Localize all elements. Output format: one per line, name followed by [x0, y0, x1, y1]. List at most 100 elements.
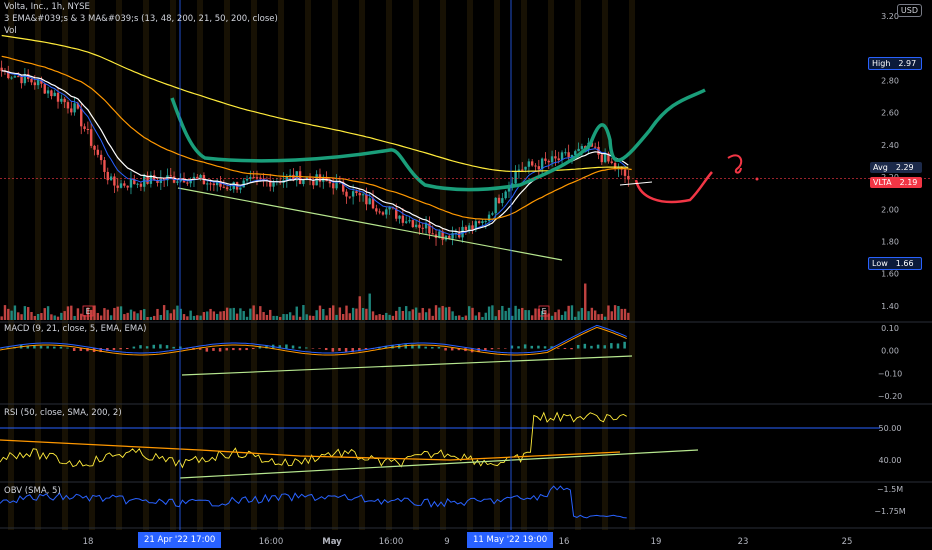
- user-drawings[interactable]: [170, 88, 759, 261]
- volume-bar: [186, 316, 189, 320]
- volume-legend[interactable]: Vol: [4, 26, 17, 36]
- candle-body: [464, 226, 468, 230]
- candle-body: [484, 220, 487, 222]
- volume-bar: [627, 312, 630, 320]
- macd-histogram-bar: [132, 346, 136, 349]
- price-tick-label: 3.20: [881, 12, 899, 21]
- time-tick-label: 16:00: [259, 537, 284, 547]
- candle-body: [33, 82, 37, 86]
- volume-bar: [335, 314, 338, 320]
- macd-histogram-bar: [417, 344, 421, 349]
- price-axis[interactable]: 3.202.802.602.402.202.001.801.601.400.10…: [874, 12, 906, 516]
- session-band: [62, 0, 68, 530]
- candle-body: [13, 76, 17, 78]
- macd-histogram-bar: [523, 344, 527, 349]
- candle-body: [341, 181, 345, 192]
- volume-bar: [10, 310, 13, 320]
- time-axis[interactable]: 18 16:00 May 16:00 9 16 19 23 25: [83, 537, 853, 547]
- macd-histogram-bar: [245, 348, 248, 351]
- volume-bar: [507, 307, 511, 320]
- volume-bar: [123, 314, 126, 320]
- candle-body: [613, 162, 617, 170]
- volume-bar: [292, 315, 295, 320]
- session-bands: [8, 0, 635, 530]
- candle-body: [189, 179, 192, 184]
- candle-body: [96, 149, 100, 155]
- candle-body: [560, 152, 564, 161]
- volume-bar: [322, 309, 325, 320]
- session-band: [116, 0, 122, 530]
- macd-signal-line: [0, 326, 627, 356]
- candle-body: [348, 196, 352, 198]
- rsi-line: [0, 411, 627, 469]
- volume-bar: [162, 305, 166, 320]
- high-price-tag: High 2.97: [868, 57, 922, 70]
- candle-body: [627, 175, 630, 180]
- volume-bar: [401, 310, 405, 320]
- macd-histogram-bar: [437, 347, 441, 349]
- macd-histogram-bar: [205, 348, 209, 352]
- volume-bar: [40, 313, 43, 320]
- candle-body: [129, 179, 133, 188]
- obv-legend[interactable]: OBV (SMA, 5): [4, 486, 61, 496]
- macd-histogram-bar: [596, 344, 600, 349]
- session-band: [224, 0, 230, 530]
- candle-body: [80, 108, 83, 127]
- macd-histogram-bar: [543, 346, 547, 349]
- macd-legend[interactable]: MACD (9, 21, close, 5, EMA, EMA): [4, 324, 147, 334]
- candle-body: [176, 181, 179, 183]
- volume-bar: [570, 305, 574, 320]
- volume-bar: [245, 316, 249, 320]
- ma-200-line: [1, 34, 629, 172]
- chart-title[interactable]: Volta, Inc., 1h, NYSE: [4, 2, 90, 12]
- macd-histogram-bar: [497, 348, 500, 349]
- volume-bar: [206, 311, 209, 320]
- candle-body: [83, 126, 86, 129]
- volume-bar: [239, 308, 242, 320]
- volume-bar: [80, 313, 83, 320]
- volume-bar: [517, 308, 521, 320]
- candle-body: [229, 189, 232, 191]
- candle-body: [448, 235, 451, 239]
- volume-bar: [33, 315, 37, 320]
- candle-body: [385, 209, 388, 215]
- volume-bar: [83, 315, 86, 320]
- session-band: [602, 0, 608, 530]
- candle-body: [375, 208, 378, 212]
- candle-body: [421, 227, 424, 229]
- volume-bar: [109, 315, 113, 320]
- volume-bar: [318, 305, 322, 320]
- macd-histogram-bar: [99, 348, 102, 353]
- candle-body: [116, 185, 119, 188]
- candle-body: [593, 146, 597, 148]
- candle-body: [514, 171, 517, 184]
- candle-body: [20, 76, 23, 84]
- volume-bar: [381, 314, 385, 320]
- rsi-legend[interactable]: RSI (50, close, SMA, 200, 2): [4, 408, 122, 418]
- volume-bar: [152, 315, 156, 320]
- candle-body: [600, 154, 604, 163]
- candle-body: [285, 175, 289, 181]
- candle-body: [10, 77, 13, 79]
- volume-bar: [119, 306, 123, 320]
- session-band: [278, 0, 284, 530]
- macd-pane: [0, 324, 633, 376]
- volume-bar: [199, 315, 202, 320]
- time-tick-label: 16: [559, 537, 570, 547]
- volume-bar: [265, 314, 269, 320]
- indicator-legend[interactable]: 3 EMA&#039;s & 3 MA&#039;s (13, 48, 200,…: [4, 14, 278, 24]
- currency-button[interactable]: USD: [896, 4, 922, 17]
- volume-bar: [242, 311, 245, 320]
- volume-bar: [229, 308, 232, 320]
- session-band: [629, 0, 635, 530]
- volume-bar: [375, 315, 378, 320]
- volume-bar: [474, 315, 478, 320]
- macd-histogram-bar: [79, 348, 83, 351]
- volume-bar: [501, 305, 504, 320]
- macd-histogram-bar: [504, 348, 507, 349]
- candle-body: [401, 215, 405, 223]
- volume-bar: [56, 316, 60, 320]
- candle-body: [441, 231, 444, 240]
